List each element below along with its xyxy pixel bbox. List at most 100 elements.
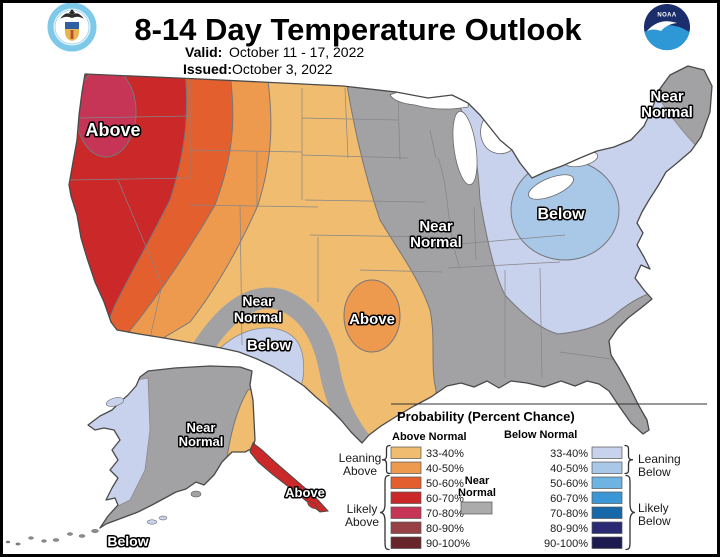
legend-range-label: 50-60% (426, 478, 464, 490)
legend-swatch-above-80 (390, 521, 422, 534)
aleutian-island (15, 542, 21, 546)
doc-seal-icon (47, 2, 97, 52)
legend-range-label: 90-100% (426, 538, 470, 550)
legend-range-label: 40-50% (426, 463, 464, 475)
legend-range-label: 33-40% (550, 448, 588, 460)
legend-swatch-below-60 (591, 491, 623, 504)
aleutian-island (67, 532, 73, 536)
legend-near-normal-label-1: Near (465, 475, 490, 487)
legend-above-range-labels: 33-40% 40-50% 50-60% 60-70% 70-80% 80-90… (426, 448, 470, 550)
legend-range-label: 70-80% (426, 508, 464, 520)
legend-group-likely-above-1: Likely (347, 502, 378, 516)
legend-below-header: Below Normal (504, 429, 577, 441)
legend-range-label: 60-70% (426, 493, 464, 505)
map-label-near-central-2: Normal (410, 234, 462, 251)
legend-range-label: 80-90% (550, 523, 588, 535)
aleutian-island (28, 536, 34, 540)
alaska-inset (5, 365, 330, 546)
legend-group-leaning-below-2: Below (638, 465, 671, 479)
legend-title: Probability (Percent Chance) (397, 409, 575, 424)
legend-swatch-above-40 (390, 461, 422, 474)
legend-range-label: 33-40% (426, 448, 464, 460)
map-label-near-westtexas-2: Normal (234, 309, 282, 325)
region-near-normal-arch (189, 287, 371, 443)
alaska-panhandle-above (249, 442, 330, 513)
brace-leaning-above (381, 444, 391, 475)
legend: Probability (Percent Chance) Above Norma… (339, 403, 707, 551)
map-label-above-texas: Above (349, 311, 395, 328)
legend-swatch-above-70 (390, 506, 422, 519)
page-title: 8-14 Day Temperature Outlook (134, 12, 582, 47)
legend-range-label: 40-50% (550, 463, 588, 475)
brace-leaning-below (624, 444, 634, 475)
conus-outline (68, 65, 713, 444)
aleutian-island (158, 515, 168, 521)
map-label-near-maine-2: Normal (641, 104, 693, 121)
legend-swatch-below-33 (591, 446, 623, 459)
aleutian-island (91, 529, 99, 533)
brace-likely-below (625, 474, 636, 551)
legend-swatch-near-normal (460, 501, 493, 515)
legend-swatch-above-50 (390, 476, 422, 489)
legend-range-label: 50-60% (550, 478, 588, 490)
aleutian-island (41, 539, 47, 543)
aleutian-island (5, 540, 11, 544)
kodiak-island (190, 490, 202, 498)
legend-range-label: 70-80% (550, 508, 588, 520)
map-label-near-alaska-2: Normal (179, 434, 224, 449)
map-label-near-westtexas-1: Near (242, 293, 274, 309)
legend-group-leaning-above-2: Above (343, 464, 377, 478)
legend-swatch-below-40 (591, 461, 623, 474)
alaska-outline (87, 365, 256, 529)
lake-erie (528, 174, 574, 200)
legend-swatch-below-50 (591, 476, 623, 489)
panhandle-island (307, 501, 317, 509)
map-label-below-aleutians: Below (107, 533, 148, 549)
aleutian-islands (5, 515, 168, 546)
legend-swatch-below-80 (591, 521, 623, 534)
legend-below-range-labels: 33-40% 40-50% 50-60% 60-70% 70-80% 80-90… (544, 448, 588, 550)
noaa-logo-icon: NOAA (644, 4, 690, 51)
map-label-near-maine-1: Near (650, 88, 684, 105)
brace-likely-above (379, 474, 390, 551)
map-label-above-northwest: Above (85, 120, 140, 140)
legend-swatch-above-33 (390, 446, 422, 459)
valid-value: October 11 - 17, 2022 (229, 44, 364, 60)
legend-group-leaning-below-1: Leaning (638, 452, 681, 466)
legend-range-label: 80-90% (426, 523, 464, 535)
legend-near-normal-label-2: Normal (458, 487, 496, 499)
legend-above-header: Above Normal (392, 431, 467, 443)
legend-swatch-below-70 (591, 506, 623, 519)
state-borders (69, 78, 619, 379)
legend-swatch-below-90 (591, 536, 623, 549)
legend-group-likely-above-2: Above (345, 515, 379, 529)
legend-swatch-above-90 (390, 536, 422, 549)
header: 8-14 Day Temperature Outlook Valid: Octo… (47, 2, 690, 77)
st-lawrence-island (105, 397, 125, 407)
map-label-below-southtexas: Below (247, 337, 292, 354)
issued-label: Issued: (183, 61, 232, 77)
legend-group-likely-below-1: Likely (638, 501, 669, 515)
legend-range-label: 60-70% (550, 493, 588, 505)
region-above-texas-oval (343, 279, 401, 353)
legend-below-column (591, 446, 623, 549)
legend-above-column (390, 446, 422, 549)
aleutian-island (146, 519, 158, 525)
legend-group-leaning-above-1: Leaning (339, 451, 382, 465)
map-label-above-panhandle: Above (285, 485, 325, 500)
issued-value: October 3, 2022 (232, 61, 333, 77)
map-label-below-east: Below (537, 206, 585, 223)
noaa-logo-text: NOAA (657, 13, 677, 19)
region-above-70 (75, 66, 137, 158)
aleutian-island (78, 534, 86, 538)
lake-michigan (452, 110, 478, 186)
conus-map (68, 65, 713, 444)
map-label-near-alaska-1: Near (187, 420, 216, 435)
map-labels: Above Near Normal Above Near Normal Belo… (84, 87, 694, 551)
aleutian-island (52, 538, 60, 542)
legend-swatch-above-60 (390, 491, 422, 504)
legend-range-label: 90-100% (544, 538, 588, 550)
